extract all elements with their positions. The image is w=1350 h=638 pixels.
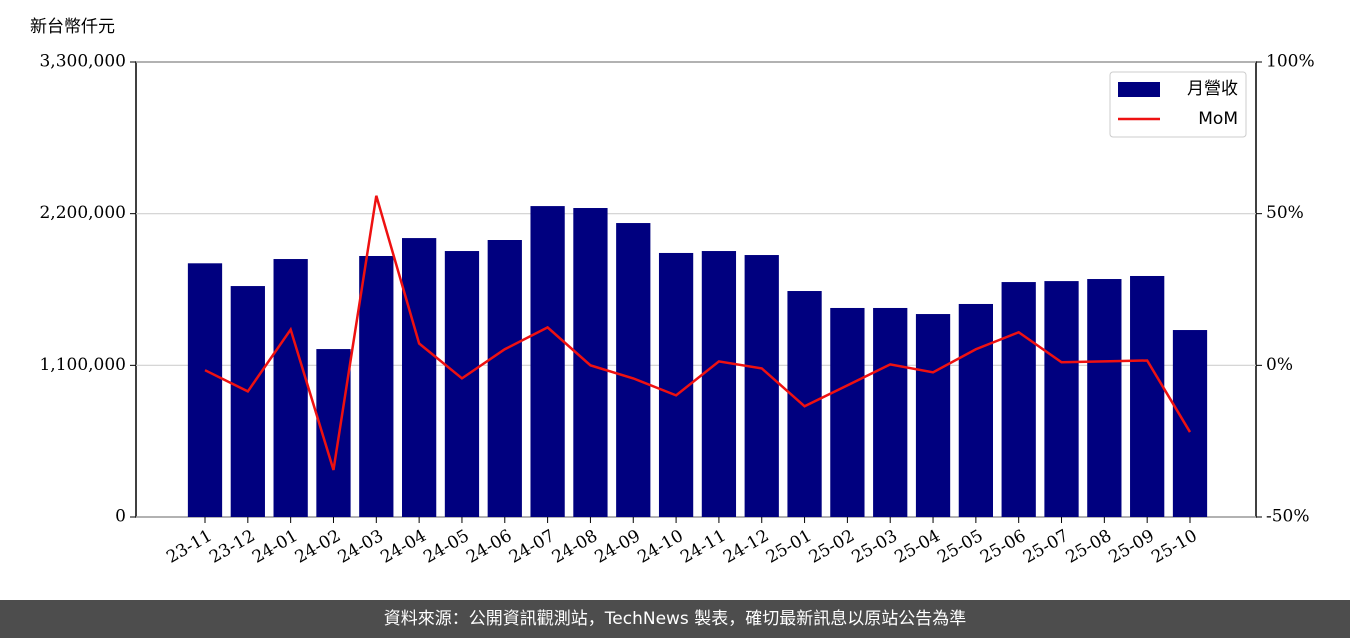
line bbox=[204, 195, 1192, 471]
y-tick-label: 3,300,000 bbox=[39, 52, 126, 72]
bar bbox=[444, 251, 480, 518]
x-tick-label: 24-12 bbox=[720, 526, 772, 568]
bar bbox=[915, 314, 951, 517]
y-tick-label: 1,100,000 bbox=[39, 355, 126, 375]
footer: 資料來源：公開資訊觀測站，TechNews 製表，確切最新訊息以原站公告為準 bbox=[0, 600, 1350, 638]
bar bbox=[616, 223, 651, 517]
bar bbox=[1172, 330, 1208, 517]
x-tick-label: 24-05 bbox=[420, 526, 472, 568]
bar bbox=[701, 251, 737, 518]
x-tick-label: 25-08 bbox=[1063, 526, 1115, 568]
x-tick-label: 25-10 bbox=[1148, 526, 1200, 568]
x-tick-label: 25-05 bbox=[934, 526, 986, 568]
bar bbox=[1130, 275, 1165, 517]
chart: 新台幣仟元 0 1,100,000 2,200,000 3,300,000 -50% 0%… bbox=[30, 17, 1315, 568]
x-tick-label: 24-07 bbox=[506, 526, 558, 568]
bar bbox=[187, 263, 223, 517]
x-tick-label: 25-02 bbox=[806, 526, 858, 568]
x-tick-label: 25-06 bbox=[977, 526, 1029, 568]
bar bbox=[1044, 281, 1079, 517]
x-tick-label: 25-03 bbox=[849, 526, 901, 568]
bar bbox=[230, 286, 265, 517]
bar bbox=[744, 255, 779, 517]
x-tick-label: 24-09 bbox=[592, 526, 644, 568]
bar bbox=[273, 259, 308, 517]
y2-tick-label: 0% bbox=[1266, 355, 1293, 375]
x-tick-label: 24-11 bbox=[677, 526, 729, 568]
x-tick-label: 24-10 bbox=[634, 526, 686, 568]
x-tick-label: 24-06 bbox=[463, 526, 515, 568]
x-tick-label: 24-02 bbox=[292, 526, 344, 568]
legend-label: 月營收 bbox=[1187, 79, 1238, 99]
x-tick-label: 25-07 bbox=[1020, 526, 1072, 568]
bar bbox=[830, 307, 865, 517]
x-tick-label: 24-04 bbox=[377, 526, 429, 568]
y2-tick-label: 100% bbox=[1266, 52, 1315, 72]
bar bbox=[359, 255, 394, 517]
y-tick-label: 2,200,000 bbox=[39, 203, 126, 223]
bar bbox=[873, 307, 908, 517]
bar bbox=[787, 291, 822, 517]
x-tick-label: 23-12 bbox=[206, 526, 258, 568]
x-tick-label: 23-11 bbox=[163, 526, 215, 568]
bar bbox=[530, 206, 565, 518]
y2-tick-label: 50% bbox=[1266, 203, 1304, 223]
x-tick-label: 24-01 bbox=[249, 526, 301, 568]
y2-tick-label: -50% bbox=[1266, 507, 1310, 527]
x-tick-label: 24-03 bbox=[335, 526, 387, 568]
y-axis-label: 新台幣仟元 bbox=[30, 17, 115, 37]
bar bbox=[1001, 282, 1036, 517]
bar bbox=[573, 208, 608, 517]
x-tick-label: 25-09 bbox=[1105, 526, 1157, 568]
x-tick-label: 25-01 bbox=[763, 526, 815, 568]
bar bbox=[487, 240, 522, 517]
bar bbox=[1087, 279, 1122, 517]
x-tick-label: 24-08 bbox=[549, 526, 601, 568]
legend-label: MoM bbox=[1198, 109, 1238, 129]
legend-swatch bbox=[1118, 82, 1160, 97]
bar bbox=[958, 303, 993, 517]
bar bbox=[402, 238, 437, 517]
y-tick-label: 0 bbox=[115, 507, 126, 527]
x-tick-label: 25-04 bbox=[891, 526, 943, 568]
